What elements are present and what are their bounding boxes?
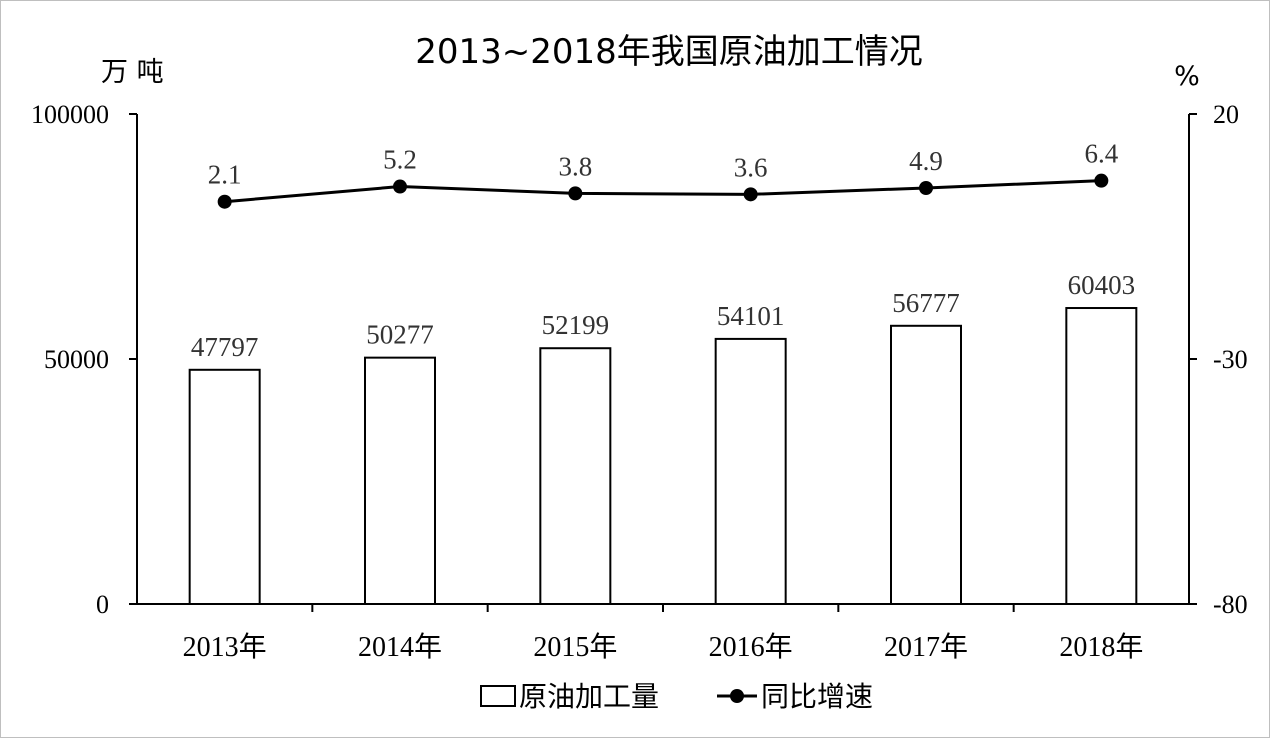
- bar-data-label: 47797: [191, 332, 259, 362]
- x-tick-label: 2017年: [884, 631, 968, 663]
- right-tick-label: -80: [1213, 590, 1248, 619]
- legend-bar-swatch: [480, 685, 516, 707]
- growth-data-label: 3.6: [734, 152, 768, 182]
- growth-point: [217, 194, 232, 209]
- left-tick-label: 50000: [44, 345, 109, 374]
- bar-data-label: 54101: [717, 301, 785, 331]
- growth-data-label: 5.2: [383, 145, 417, 175]
- growth-point: [919, 180, 933, 195]
- bar-data-label: 50277: [366, 320, 434, 350]
- bar-data-label: 56777: [892, 288, 960, 318]
- growth-line: [224, 179, 1102, 204]
- x-tick-label: 2014年: [358, 631, 442, 663]
- growth-data-label: 6.4: [1084, 139, 1118, 169]
- x-tick-label: 2018年: [1059, 631, 1143, 663]
- legend-line-label: 同比增速: [761, 680, 873, 713]
- growth-data-label: 2.1: [208, 160, 242, 190]
- bar: [539, 347, 612, 606]
- growth-point: [1094, 173, 1109, 188]
- growth-data-label: 3.8: [558, 151, 592, 181]
- bar-data-label: 52199: [542, 310, 610, 340]
- x-tick-label: 2013年: [183, 631, 267, 663]
- bar: [188, 368, 261, 606]
- legend: 原油加工量 同比增速: [480, 680, 873, 713]
- left-tick-label: 0: [96, 590, 109, 619]
- growth-data-label: 4.9: [909, 146, 943, 176]
- bar: [890, 324, 962, 605]
- right-axis-unit: %: [1174, 61, 1200, 92]
- growth-point: [568, 186, 583, 201]
- plot-area: 0 50000 100000 -80 -30 20 2013年 2014年 2015年 2016年…: [31, 100, 1248, 663]
- right-tick-label: 20: [1213, 100, 1239, 129]
- left-axis-unit: 万 吨: [101, 57, 164, 88]
- legend-bar-label: 原油加工量: [519, 680, 659, 713]
- x-tick-label: 2015年: [533, 631, 617, 663]
- bar: [714, 337, 787, 605]
- bar: [364, 356, 436, 605]
- legend-line-marker: [730, 689, 744, 703]
- growth-point: [393, 179, 407, 194]
- growth-point: [743, 187, 758, 202]
- bar: [1065, 307, 1138, 605]
- left-tick-label: 100000: [31, 100, 109, 129]
- chart-title: 2013~2018年我国原油加工情况: [415, 32, 923, 72]
- x-tick-label: 2016年: [709, 631, 793, 663]
- right-tick-label: -30: [1213, 345, 1248, 374]
- bar-data-label: 60403: [1068, 270, 1136, 300]
